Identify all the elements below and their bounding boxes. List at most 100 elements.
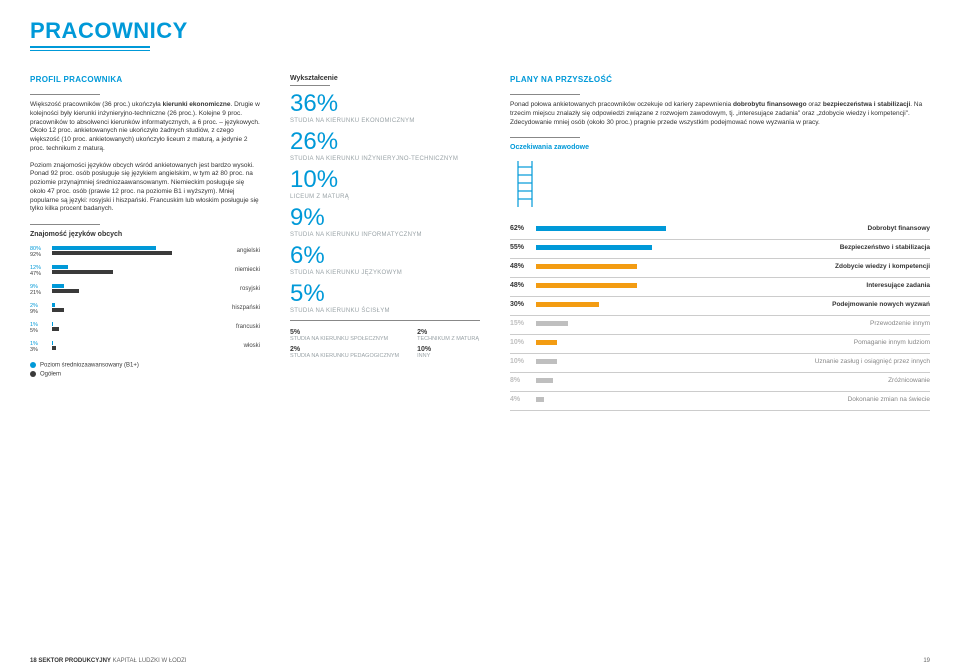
exp-row: 48%Zdobycie wiedzy i kompetencji	[510, 263, 930, 270]
lang-bars	[52, 303, 182, 313]
lang-bar-b2	[52, 308, 64, 312]
exp-pct: 8%	[510, 377, 536, 384]
exp-item: 48%Zdobycie wiedzy i kompetencji	[510, 263, 930, 278]
column-left: PROFIL PRACOWNIKA Większość pracowników …	[30, 75, 260, 415]
exp-divider	[510, 258, 930, 259]
stat-pct: 5%	[290, 282, 480, 306]
divider	[510, 137, 580, 138]
exp-item: 8% Zróżnicowanie	[510, 377, 930, 392]
lang-bar-b2	[52, 251, 172, 255]
lang-bar-b2	[52, 327, 59, 331]
divider	[290, 320, 480, 321]
language-chart: 80%92% angielski 12%47%niemiecki 9%21%rosyj…	[30, 246, 260, 356]
exp-item: 4% Dokonanie zmian na świecie	[510, 396, 930, 411]
exp-row: 48% Interesujące zadania	[510, 282, 930, 289]
exp-label: Dokonanie zmian na świecie	[746, 396, 930, 403]
lang-pct: 2%9%	[30, 303, 52, 315]
exp-row: 15% Przewodzenie innym	[510, 320, 930, 327]
legend-dot	[30, 371, 36, 377]
stat-label: LICEUM Z MATURĄ	[290, 194, 480, 200]
exp-item: 48% Interesujące zadania	[510, 282, 930, 297]
mid-stats: 36%STUDIA NA KIERUNKU EKONOMICZNYM26%STU…	[290, 92, 480, 314]
lang-pct: 1%3%	[30, 341, 52, 353]
title-rule-thin	[30, 50, 150, 51]
divider	[290, 85, 330, 86]
exp-label: Interesujące zadania	[746, 282, 930, 289]
stat: 36%STUDIA NA KIERUNKU EKONOMICZNYM	[290, 92, 480, 124]
lang-label: francuski	[236, 324, 260, 330]
exp-row: 4% Dokonanie zmian na świecie	[510, 396, 930, 403]
exp-row: 10%Uznanie zasług i osiągnięć przez inny…	[510, 358, 930, 365]
exp-bar-wrap	[536, 302, 746, 307]
text: Większość pracowników (36 proc.) ukończy…	[30, 101, 163, 108]
divider	[510, 94, 580, 95]
exp-bar-wrap	[536, 359, 746, 364]
mini-stat: 2%TECHNIKUM Z MATURĄ	[417, 329, 479, 342]
legend-dot	[30, 362, 36, 368]
exp-label: Podejmowanie nowych wyzwań	[746, 301, 930, 308]
left-para2: Poziom znajomości języków obcych wśród a…	[30, 162, 260, 215]
exp-label: Zróżnicowanie	[746, 377, 930, 384]
lang-label: włoski	[244, 343, 260, 349]
title-rule-thick	[30, 46, 150, 48]
exp-pct: 4%	[510, 396, 536, 403]
lang-row: 12%47%niemiecki	[30, 265, 260, 280]
exp-item: 62%Dobrobyt finansowy	[510, 225, 930, 240]
stat-pct: 6%	[290, 244, 480, 268]
lang-label: angielski	[237, 248, 260, 254]
exp-item: 15% Przewodzenie innym	[510, 320, 930, 335]
exp-row: 62%Dobrobyt finansowy	[510, 225, 930, 232]
exp-row: 8% Zróżnicowanie	[510, 377, 930, 384]
lang-bars	[52, 246, 182, 256]
lang-bars	[52, 284, 182, 294]
stat-label: STUDIA NA KIERUNKU ŚCISŁYM	[290, 308, 480, 314]
exp-pct: 48%	[510, 263, 536, 270]
exp-item: 10% Pomaganie innym ludziom	[510, 339, 930, 354]
exp-bar-wrap	[536, 264, 746, 269]
exp-bar-wrap	[536, 397, 746, 402]
page-title: PRACOWNICY	[30, 18, 930, 44]
mid-section-head: Wykształcenie	[290, 75, 480, 82]
legend: Poziom średniozaawansowany (B1+) Ogółem	[30, 362, 260, 377]
exp-divider	[510, 334, 930, 335]
left-para1: Większość pracowników (36 proc.) ukończy…	[30, 101, 260, 154]
exp-divider	[510, 239, 930, 240]
lang-row: 9%21%rosyjski	[30, 284, 260, 299]
exp-pct: 55%	[510, 244, 536, 251]
lang-bars	[52, 265, 182, 275]
lang-bars	[52, 341, 182, 351]
left-section-head: PROFIL PRACOWNIKA	[30, 75, 260, 84]
lang-bars	[52, 322, 182, 332]
exp-label: Przewodzenie innym	[746, 320, 930, 327]
text: Ponad połowa ankietowanych pracowników o…	[510, 101, 733, 108]
lang-row: 1%3% włoski	[30, 341, 260, 356]
exp-bar	[536, 302, 599, 307]
exp-pct: 48%	[510, 282, 536, 289]
exp-bar	[536, 378, 553, 383]
right-para: Ponad połowa ankietowanych pracowników o…	[510, 101, 930, 127]
expectations-chart: 62%Dobrobyt finansowy55%Bezpieczeństwo i…	[510, 225, 930, 411]
exp-label: Pomaganie innym ludziom	[746, 339, 930, 346]
exp-pct: 10%	[510, 339, 536, 346]
lang-bar-b1	[52, 341, 53, 345]
footer-left-bold: 18 SEKTOR PRODUKCYJNY	[30, 658, 111, 664]
footer-left-light: KAPITAŁ LUDZKI W ŁODZI	[111, 658, 187, 664]
right-subhead: Oczekiwania zawodowe	[510, 144, 930, 151]
stat: 10%LICEUM Z MATURĄ	[290, 168, 480, 200]
exp-bar-wrap	[536, 321, 746, 326]
exp-bar-wrap	[536, 340, 746, 345]
stat-pct: 36%	[290, 92, 480, 116]
lang-pct: 1%5%	[30, 322, 52, 334]
mini-stat: 2%STUDIA NA KIERUNKU PEDAGOGICZNYM	[290, 346, 399, 359]
exp-pct: 15%	[510, 320, 536, 327]
lang-bar-b1	[52, 265, 68, 269]
mini-pct: 5%	[290, 329, 399, 336]
lang-label: niemiecki	[235, 267, 260, 273]
exp-bar	[536, 245, 652, 250]
exp-bar	[536, 226, 666, 231]
lang-row: 2%9%hiszpański	[30, 303, 260, 318]
divider	[30, 224, 100, 225]
exp-row: 10% Pomaganie innym ludziom	[510, 339, 930, 346]
lang-pct: 80%92%	[30, 246, 52, 258]
exp-row: 30%Podejmowanie nowych wyzwań	[510, 301, 930, 308]
